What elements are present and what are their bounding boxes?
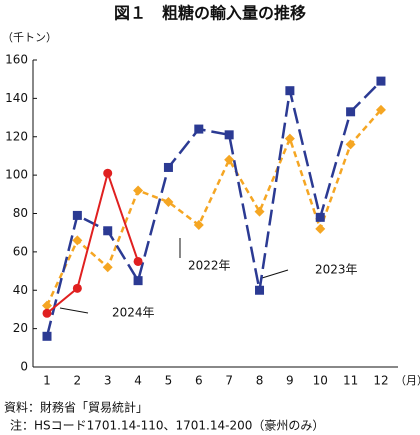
marker bbox=[285, 86, 295, 96]
x-tick-label: 2 bbox=[74, 374, 82, 388]
marker bbox=[315, 223, 326, 234]
y-tick-label: 60 bbox=[13, 244, 28, 258]
x-tick-label: 4 bbox=[134, 374, 142, 388]
marker bbox=[42, 308, 52, 318]
x-tick-label: 1 bbox=[43, 374, 51, 388]
series-line bbox=[46, 169, 140, 315]
marker bbox=[42, 300, 52, 311]
marker bbox=[224, 154, 235, 165]
x-tick-label: 11 bbox=[343, 374, 358, 388]
x-axis-label: （月） bbox=[395, 374, 420, 387]
series-label: 2024年 bbox=[112, 306, 155, 320]
note: 注：HSコード1701.14-110、1701.14-200（豪州のみ） bbox=[10, 418, 324, 433]
marker bbox=[375, 104, 386, 115]
marker bbox=[72, 210, 82, 220]
x-tick-label: 10 bbox=[313, 374, 328, 388]
marker bbox=[346, 107, 356, 117]
series-label: 2022年 bbox=[188, 259, 231, 273]
chart-title: 図１ 粗糖の輸入量の推移 bbox=[114, 4, 306, 23]
y-tick-label: 100 bbox=[5, 168, 28, 182]
marker bbox=[255, 285, 265, 295]
y-tick-label: 40 bbox=[13, 283, 28, 297]
marker bbox=[376, 76, 386, 86]
marker bbox=[163, 196, 174, 207]
marker bbox=[163, 162, 173, 172]
marker bbox=[103, 168, 113, 178]
y-axis-label: （千トン） bbox=[2, 31, 57, 44]
y-tick-label: 160 bbox=[5, 53, 28, 67]
x-tick-label: 3 bbox=[104, 374, 112, 388]
series-line bbox=[45, 80, 382, 337]
y-tick-label: 140 bbox=[5, 91, 28, 105]
y-tick-label: 120 bbox=[5, 129, 28, 143]
marker bbox=[345, 139, 356, 150]
marker bbox=[133, 256, 143, 266]
marker bbox=[102, 262, 113, 273]
x-tick-label: 5 bbox=[165, 374, 173, 388]
leader-line bbox=[261, 269, 289, 279]
marker bbox=[315, 212, 325, 222]
marker bbox=[284, 133, 295, 144]
x-tick-label: 7 bbox=[225, 374, 233, 388]
series-line bbox=[45, 109, 382, 307]
marker bbox=[133, 276, 143, 286]
series-label: 2023年 bbox=[315, 263, 358, 277]
marker bbox=[224, 130, 234, 140]
leader-line bbox=[59, 307, 89, 314]
marker bbox=[72, 235, 83, 246]
marker bbox=[72, 283, 82, 293]
x-tick-label: 12 bbox=[373, 374, 388, 388]
marker bbox=[194, 124, 204, 134]
source: 資料：財務省「貿易統計」 bbox=[4, 400, 148, 415]
marker bbox=[133, 185, 144, 196]
y-tick-label: 0 bbox=[20, 360, 28, 374]
y-tick-label: 20 bbox=[13, 321, 28, 335]
marker bbox=[103, 226, 113, 236]
marker bbox=[254, 206, 265, 217]
marker bbox=[42, 331, 52, 341]
x-tick-label: 9 bbox=[286, 374, 294, 388]
x-tick-label: 8 bbox=[256, 374, 264, 388]
y-tick-label: 80 bbox=[13, 206, 28, 220]
x-tick-label: 6 bbox=[195, 374, 203, 388]
marker bbox=[193, 220, 204, 231]
